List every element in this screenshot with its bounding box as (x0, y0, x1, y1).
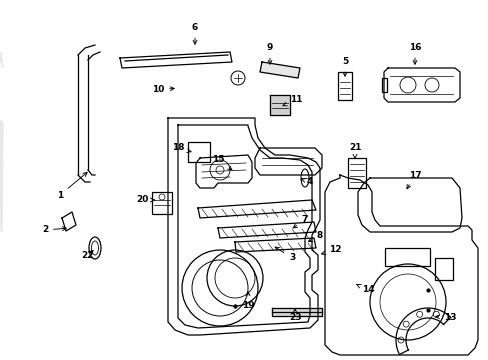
Text: 5: 5 (341, 58, 347, 76)
Text: 17: 17 (406, 171, 421, 189)
Text: 10: 10 (151, 85, 174, 94)
Bar (384, 248, 429, 266)
Text: 19: 19 (241, 292, 254, 310)
Text: 11: 11 (283, 95, 302, 106)
Text: 9: 9 (266, 44, 273, 64)
Text: 1: 1 (57, 172, 87, 199)
Text: 4: 4 (301, 177, 312, 186)
Bar (434, 258, 452, 280)
Text: 18: 18 (171, 144, 191, 153)
Text: 7: 7 (292, 216, 307, 228)
Text: 12: 12 (321, 246, 341, 255)
Polygon shape (271, 308, 321, 316)
Text: 3: 3 (275, 247, 295, 262)
Polygon shape (0, 120, 3, 232)
Polygon shape (260, 62, 299, 78)
Bar (152, 192, 172, 214)
Polygon shape (0, 52, 3, 68)
Text: 6: 6 (191, 23, 198, 44)
Text: 22: 22 (81, 251, 94, 260)
Bar (347, 158, 365, 188)
Bar (187, 142, 209, 162)
Text: 8: 8 (308, 231, 323, 242)
Text: 20: 20 (136, 195, 154, 204)
Text: 21: 21 (348, 144, 361, 158)
Bar (337, 72, 351, 100)
Polygon shape (269, 95, 289, 115)
Text: 2: 2 (42, 225, 66, 234)
Text: 23: 23 (288, 309, 301, 323)
Text: 16: 16 (408, 44, 420, 64)
Bar (381, 78, 386, 92)
Text: 13: 13 (435, 314, 455, 323)
Text: 15: 15 (211, 156, 231, 170)
Text: 14: 14 (356, 284, 373, 294)
